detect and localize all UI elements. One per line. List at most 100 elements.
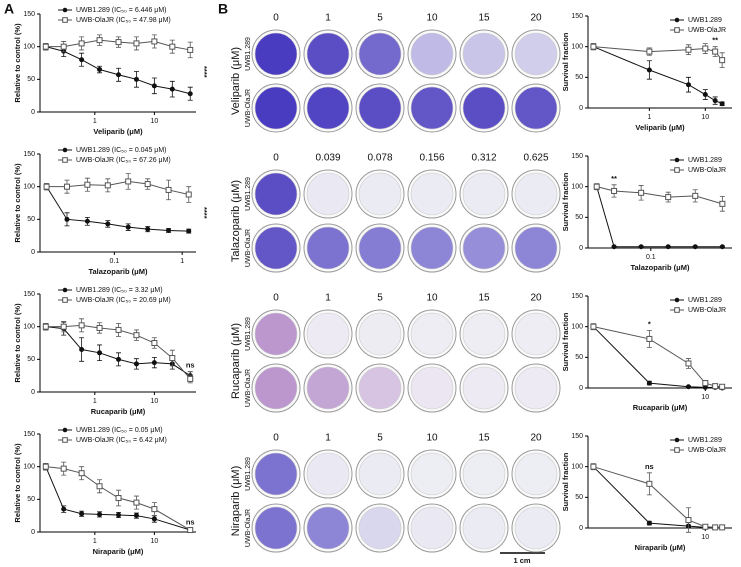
dose-label: 0.156 bbox=[419, 153, 444, 164]
marker bbox=[166, 227, 172, 233]
series-line bbox=[596, 186, 723, 248]
marker bbox=[646, 380, 652, 386]
legend-label: UWB1.289 (IC₅₀ = 0.045 μM) bbox=[76, 147, 166, 154]
dose-label: 10 bbox=[426, 293, 438, 304]
marker bbox=[116, 72, 122, 78]
plate-cells bbox=[306, 452, 350, 496]
y-tick-label: 50 bbox=[575, 74, 583, 81]
dose-label: 15 bbox=[478, 13, 490, 24]
marker bbox=[151, 516, 157, 522]
dose-label: 1 bbox=[325, 293, 331, 304]
legend-label: UWB-OlaJR (IC₅₀ = 67.26 μM) bbox=[76, 157, 171, 164]
marker bbox=[84, 218, 90, 224]
plate-cells bbox=[514, 312, 558, 356]
x-tick-label: 1 bbox=[93, 118, 97, 125]
plate-cells bbox=[410, 506, 454, 550]
marker bbox=[692, 244, 698, 250]
y-tick-label: 150 bbox=[23, 151, 35, 158]
legend-marker bbox=[62, 437, 68, 443]
marker bbox=[133, 513, 139, 519]
x-tick-label: 10 bbox=[701, 114, 709, 121]
y-tick-label: 150 bbox=[571, 13, 583, 20]
marker bbox=[115, 39, 122, 46]
dose-label: 20 bbox=[530, 433, 542, 444]
x-axis-label: Niraparib (μM) bbox=[93, 547, 144, 556]
plate-cells bbox=[306, 312, 350, 356]
y-tick-label: 50 bbox=[27, 356, 35, 363]
plate-cells bbox=[462, 86, 506, 130]
y-tick-label: 0 bbox=[579, 105, 583, 112]
legend-marker bbox=[674, 297, 680, 303]
marker bbox=[719, 383, 726, 390]
plate-cells bbox=[514, 452, 558, 496]
plate-cells bbox=[254, 452, 298, 496]
legend-label: UWB1.289 bbox=[688, 297, 722, 304]
marker bbox=[685, 517, 692, 524]
marker bbox=[125, 178, 132, 185]
series-line bbox=[593, 466, 723, 528]
y-tick-label: 0 bbox=[31, 529, 35, 536]
legend-label: UWB-OlaJR (IC₅₀ = 47.98 μM) bbox=[76, 17, 171, 24]
y-axis-label: Survival fraction bbox=[561, 32, 570, 91]
dose-label: 1 bbox=[325, 13, 331, 24]
y-tick-label: 50 bbox=[575, 214, 583, 221]
dose-label: 10 bbox=[426, 13, 438, 24]
marker bbox=[590, 43, 597, 50]
panel-label: A bbox=[4, 1, 14, 17]
legend-label: UWB-OlaJR (IC₅₀ = 20.69 μM) bbox=[76, 297, 171, 304]
y-tick-label: 50 bbox=[27, 76, 35, 83]
legend-marker bbox=[62, 147, 68, 153]
marker bbox=[590, 323, 597, 330]
y-tick-label: 0 bbox=[31, 109, 35, 116]
x-tick-label: 1 bbox=[647, 114, 651, 121]
legend-marker bbox=[674, 447, 680, 453]
dose-label: 15 bbox=[478, 433, 490, 444]
y-tick-label: 100 bbox=[23, 324, 35, 331]
significance: ns bbox=[645, 462, 654, 471]
marker bbox=[115, 326, 122, 333]
plate-cells bbox=[462, 366, 506, 410]
marker bbox=[97, 511, 103, 517]
series-line bbox=[593, 326, 723, 389]
plate-cells bbox=[410, 452, 454, 496]
panel-label: B bbox=[218, 1, 228, 17]
significance: **** bbox=[200, 66, 209, 78]
dose-label: 0 bbox=[273, 153, 279, 164]
marker bbox=[151, 38, 158, 45]
dose-label: 5 bbox=[377, 293, 383, 304]
series-line bbox=[45, 46, 191, 95]
marker bbox=[151, 340, 158, 346]
plate-cells bbox=[410, 172, 454, 216]
x-tick-label: 10 bbox=[701, 394, 709, 401]
legend-label: UWB-OlaJR (IC₅₀ = 6.42 μM) bbox=[76, 437, 167, 444]
series-line bbox=[46, 186, 189, 232]
plate-cells bbox=[306, 172, 350, 216]
cell-line-label: UWB-OlaJR bbox=[245, 509, 252, 547]
plate-cells bbox=[358, 172, 402, 216]
plate-cells bbox=[306, 226, 350, 270]
y-tick-label: 150 bbox=[23, 431, 35, 438]
y-tick-label: 100 bbox=[571, 464, 583, 471]
marker bbox=[133, 40, 140, 47]
marker bbox=[187, 91, 193, 97]
marker bbox=[685, 46, 692, 53]
marker bbox=[64, 216, 70, 222]
marker bbox=[42, 463, 49, 470]
plate-cells bbox=[306, 366, 350, 410]
legend-marker bbox=[674, 157, 680, 163]
marker bbox=[185, 191, 192, 198]
marker bbox=[712, 524, 719, 531]
y-tick-label: 100 bbox=[23, 44, 35, 51]
y-tick-label: 50 bbox=[575, 354, 583, 361]
y-axis-label: Relative to control (%) bbox=[13, 23, 22, 103]
plate-cells bbox=[358, 452, 402, 496]
marker bbox=[43, 183, 50, 190]
marker bbox=[719, 101, 725, 107]
legend-marker bbox=[674, 17, 680, 23]
legend-label: UWB1.289 (IC₅₀ = 0.05 μM) bbox=[76, 427, 163, 434]
marker bbox=[611, 244, 617, 250]
marker bbox=[685, 384, 691, 390]
marker bbox=[78, 40, 85, 47]
y-axis-label: Survival fraction bbox=[561, 312, 570, 371]
marker bbox=[186, 228, 192, 234]
